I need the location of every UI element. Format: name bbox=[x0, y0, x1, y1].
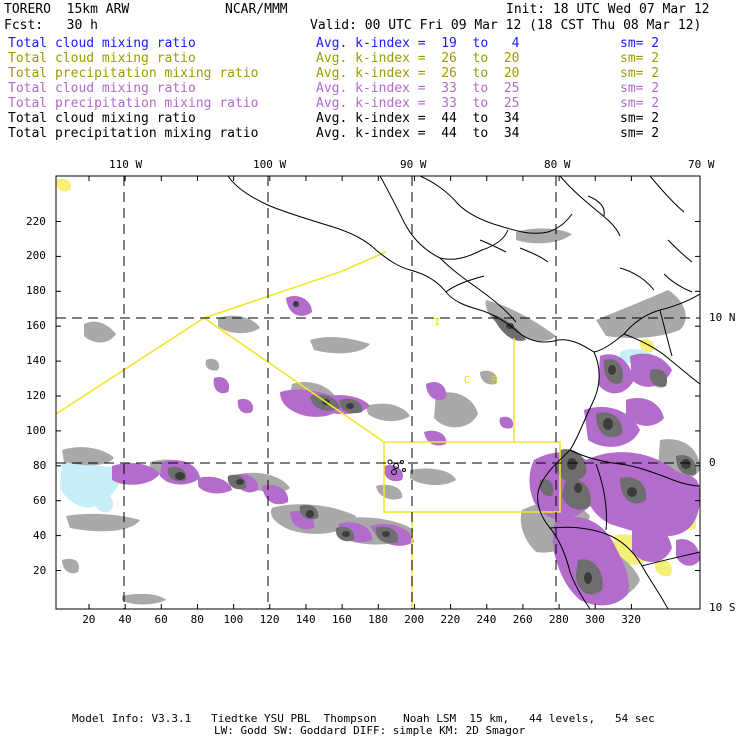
region-label-c: C bbox=[464, 375, 470, 386]
legend-field-1: Total cloud mixing ratio bbox=[8, 51, 196, 66]
x-tick-label: 300 bbox=[585, 613, 605, 626]
region-label-r: R bbox=[492, 375, 499, 386]
y-tick-label: 120 bbox=[26, 389, 46, 402]
y-tick-label: 180 bbox=[26, 284, 46, 298]
legend-sm-1: sm= 2 bbox=[620, 51, 660, 66]
lat-label-10s: 10 S bbox=[709, 601, 736, 614]
x-tick-label: 260 bbox=[512, 613, 533, 626]
y-tick-label: 100 bbox=[26, 423, 46, 437]
lon-label-80w: 80 W bbox=[544, 158, 571, 171]
x-tick-label: 320 bbox=[621, 613, 642, 626]
legend-kindex-1: Avg. k-index = 26 to 20 bbox=[316, 51, 520, 66]
legend-kindex-3: Avg. k-index = 33 to 25 bbox=[316, 81, 520, 96]
cyan-cloud-areas bbox=[60, 349, 666, 513]
legend-kindex-5: Avg. k-index = 44 to 34 bbox=[316, 111, 520, 126]
legend-sm-5: sm= 2 bbox=[620, 111, 660, 126]
legend-sm-4: sm= 2 bbox=[620, 96, 660, 111]
x-tick-label: 20 bbox=[82, 613, 96, 626]
legend-kindex-4: Avg. k-index = 33 to 25 bbox=[316, 96, 520, 111]
x-tick-label: 140 bbox=[295, 613, 316, 626]
valid-time: Valid: 00 UTC Fri 09 Mar 12 (18 CST Thu … bbox=[310, 18, 702, 33]
y-tick-label: 20 bbox=[33, 563, 47, 577]
lon-label-100w: 100 W bbox=[253, 158, 287, 171]
x-tick-label: 180 bbox=[368, 613, 388, 626]
legend-sm-6: sm= 2 bbox=[620, 126, 660, 141]
x-tick-label: 100 bbox=[223, 613, 244, 626]
legend-sm-2: sm= 2 bbox=[620, 66, 660, 81]
x-axis-ticks bbox=[88, 176, 632, 609]
x-tick-label: 40 bbox=[118, 613, 132, 626]
y-tick-label: 60 bbox=[33, 493, 47, 507]
init-time: Init: 18 UTC Wed 07 Mar 12 bbox=[506, 2, 710, 17]
model-name: TORERO 15km ARW bbox=[4, 2, 130, 17]
x-tick-label: 160 bbox=[331, 613, 352, 626]
y-tick-label: 220 bbox=[26, 214, 46, 228]
legend-field-2: Total precipitation mixing ratio bbox=[8, 66, 259, 81]
y-tick-label: 140 bbox=[26, 354, 46, 368]
lon-label-90w: 90 W bbox=[400, 158, 427, 171]
x-tick-label: 200 bbox=[404, 613, 425, 626]
map-content bbox=[56, 176, 700, 609]
org-label: NCAR/MMM bbox=[225, 2, 288, 17]
coastlines bbox=[227, 176, 700, 609]
y-axis-ticks bbox=[56, 221, 700, 571]
forecast-hour: Fcst: 30 h bbox=[4, 18, 98, 33]
legend-kindex-2: Avg. k-index = 26 to 20 bbox=[316, 66, 520, 81]
x-tick-label: 280 bbox=[548, 613, 569, 626]
x-tick-label: 220 bbox=[440, 613, 461, 626]
lat-label-0: 0 bbox=[709, 456, 716, 469]
region-label-i: I bbox=[434, 317, 440, 328]
model-info-line2: LW: Godd SW: Goddard DIFF: simple KM: 2D… bbox=[214, 724, 526, 737]
legend-field-4: Total precipitation mixing ratio bbox=[8, 96, 259, 111]
model-info-line1: Model Info: V3.3.1 Tiedtke YSU PBL Thomp… bbox=[72, 712, 655, 725]
y-tick-label: 80 bbox=[33, 458, 47, 472]
y-tick-label: 40 bbox=[33, 528, 47, 542]
grid-lines bbox=[56, 176, 700, 609]
legend-field-0: Total cloud mixing ratio bbox=[8, 36, 196, 51]
legend-kindex-6: Avg. k-index = 44 to 34 bbox=[316, 126, 520, 141]
lon-label-110w: 110 W bbox=[109, 158, 143, 171]
legend-sm-0: sm= 2 bbox=[620, 36, 660, 51]
legend-field-5: Total cloud mixing ratio bbox=[8, 111, 196, 126]
x-tick-label: 240 bbox=[476, 613, 497, 626]
lon-label-70w: 70 W bbox=[688, 158, 715, 171]
x-tick-label: 60 bbox=[154, 613, 168, 626]
y-tick-label: 160 bbox=[26, 319, 46, 333]
legend-kindex-0: Avg. k-index = 19 to 4 bbox=[316, 36, 520, 51]
lat-label-10n: 10 N bbox=[709, 311, 736, 324]
x-tick-label: 120 bbox=[259, 613, 280, 626]
legend-field-3: Total cloud mixing ratio bbox=[8, 81, 196, 96]
legend-field-6: Total precipitation mixing ratio bbox=[8, 126, 259, 141]
x-tick-label: 80 bbox=[190, 613, 204, 626]
legend-sm-3: sm= 2 bbox=[620, 81, 660, 96]
y-tick-label: 200 bbox=[26, 249, 46, 263]
